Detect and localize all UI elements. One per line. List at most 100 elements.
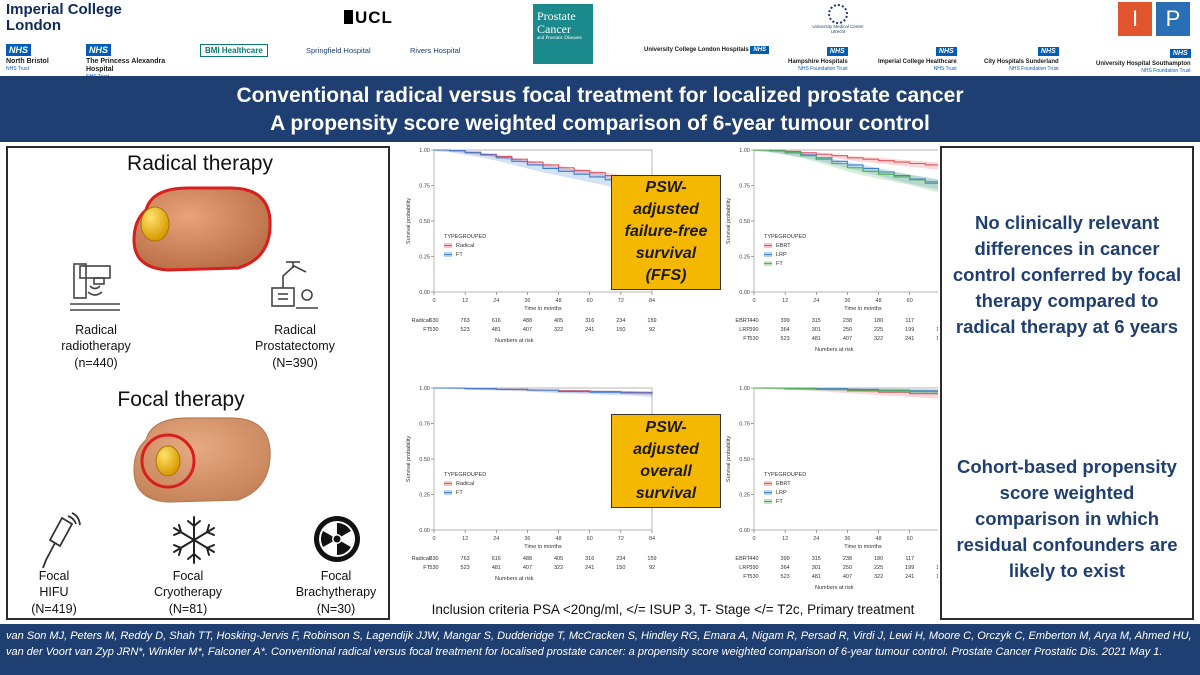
x-tick-label: 60: [587, 298, 593, 304]
y-axis-label: Survival probability: [406, 198, 412, 244]
nhs-badge: NHS: [86, 44, 112, 56]
x-tick-label: 60: [907, 298, 913, 304]
y-tick-label: 0.00: [419, 528, 430, 534]
ci-band-radical: [434, 150, 652, 185]
uclh-name: University College London Hospitals: [644, 47, 749, 53]
y-tick-label: 1.00: [419, 386, 430, 392]
risk-value: 225: [874, 565, 883, 571]
risk-table-label: Numbers at risk: [495, 576, 534, 582]
logo-strip: Imperial College London NHS North Bristo…: [0, 0, 1200, 80]
km-chart-2: 0.000.250.500.751.00012243648607284Time …: [726, 148, 938, 353]
risk-value: 164: [936, 565, 938, 571]
brachytherapy-label: Focal Brachytherapy: [295, 569, 377, 599]
imperial-logo: Imperial College London: [6, 1, 122, 34]
hampshire-name: Hampshire Hospitals: [788, 59, 848, 65]
risk-value: 315: [812, 556, 821, 562]
x-tick-label: 84: [649, 536, 655, 542]
risk-row-label: EBRT: [735, 556, 750, 562]
survival-line-ft: [754, 149, 938, 184]
x-tick-label: 24: [493, 298, 499, 304]
ci-band-lrp: [754, 150, 938, 190]
risk-row-label: Radical: [412, 318, 430, 324]
uclh-logo: University College London Hospitals NHS: [644, 46, 770, 54]
risk-value: 830: [429, 556, 438, 562]
survival-line-ebrt: [754, 149, 938, 166]
risk-value: 390: [749, 565, 758, 571]
legend-label: FT: [776, 261, 783, 267]
risk-value: 241: [585, 565, 594, 571]
risk-value: 92: [649, 565, 655, 571]
risk-value: 530: [749, 574, 758, 580]
plot-area: [753, 149, 938, 293]
risk-value: 159: [647, 556, 656, 562]
imperial-healthcare-name: Imperial College Healthcare: [878, 59, 957, 65]
risk-value: 322: [554, 327, 563, 333]
legend-title: TYPEGROUPED: [444, 472, 486, 478]
ffs-label-box: PSW- adjusted failure-free survival (FFS…: [611, 175, 721, 290]
conclusions-panel: No clinically relevant differences in ca…: [940, 146, 1194, 620]
y-tick-label: 0.00: [419, 290, 430, 296]
x-tick-label: 0: [432, 536, 435, 542]
x-tick-label: 12: [782, 298, 788, 304]
risk-value: 407: [523, 565, 532, 571]
x-tick-label: 12: [462, 536, 468, 542]
risk-value: 530: [749, 336, 758, 342]
legend-label: Radical: [456, 481, 474, 487]
risk-value: 530: [429, 565, 438, 571]
risk-value: 117: [905, 318, 914, 324]
risk-value: 117: [905, 556, 914, 562]
risk-value: 322: [874, 574, 883, 580]
nhs-badge: NHS: [935, 47, 957, 56]
southampton-name: University Hospital Southampton: [1096, 61, 1191, 67]
sunderland-logo: NHS City Hospitals Sunderland NHS Founda…: [984, 40, 1059, 72]
nhs-badge: NHS: [1169, 49, 1191, 58]
x-tick-label: 60: [907, 536, 913, 542]
princess-alexandra-logo: NHS The Princess Alexandra Hospital NHS …: [86, 40, 165, 80]
survival-line-ft: [754, 387, 938, 393]
imperial-healthcare-logo: NHS Imperial College Healthcare NHS Trus…: [878, 40, 957, 72]
risk-value: 481: [492, 327, 501, 333]
x-tick-label: 48: [556, 298, 562, 304]
radiotherapy-label: Radical radiotherapy: [61, 323, 131, 353]
risk-row-label: FT: [423, 565, 430, 571]
legend-label: LRP: [776, 252, 787, 258]
legend-label: Radical: [456, 243, 474, 249]
tumour-shape: [155, 445, 181, 477]
risk-value: 315: [812, 318, 821, 324]
risk-value: 180: [874, 556, 883, 562]
risk-value: 523: [781, 574, 790, 580]
survival-line-ft: [434, 387, 653, 395]
ucl-logo: UCL: [344, 8, 393, 28]
ip-logo-i: I: [1118, 2, 1152, 36]
risk-value: 763: [461, 318, 470, 324]
risk-value: 364: [781, 327, 790, 333]
north-bristol-logo: NHS North Bristol NHS Trust: [6, 40, 49, 72]
risk-value: 530: [429, 327, 438, 333]
risk-value: 241: [585, 327, 594, 333]
y-tick-label: 0.25: [419, 493, 430, 499]
risk-value: 488: [523, 556, 532, 562]
legend-label: EBRT: [776, 243, 791, 249]
y-tick-label: 0.75: [419, 184, 430, 190]
legend-label: FT: [456, 490, 463, 496]
risk-value: 241: [905, 336, 914, 342]
radiotherapy-n: (n=440): [74, 356, 118, 370]
x-axis-label: Time in months: [844, 544, 882, 550]
rivers-logo: Rivers Hospital: [410, 46, 461, 55]
x-tick-label: 36: [844, 298, 850, 304]
risk-value: 399: [781, 318, 790, 324]
x-tick-label: 36: [844, 536, 850, 542]
nhs-badge: NHS: [6, 44, 32, 56]
risk-value: 150: [616, 327, 625, 333]
risk-value: 180: [874, 318, 883, 324]
x-tick-label: 12: [462, 298, 468, 304]
legend-title: TYPEGROUPED: [444, 234, 486, 240]
risk-value: 316: [585, 556, 594, 562]
risk-value: 301: [812, 327, 821, 333]
nhs-badge: NHS: [750, 46, 770, 54]
risk-value: 405: [554, 318, 563, 324]
radical-prostate-illustration: [132, 186, 272, 272]
risk-value: 488: [523, 318, 532, 324]
x-tick-label: 72: [618, 298, 624, 304]
